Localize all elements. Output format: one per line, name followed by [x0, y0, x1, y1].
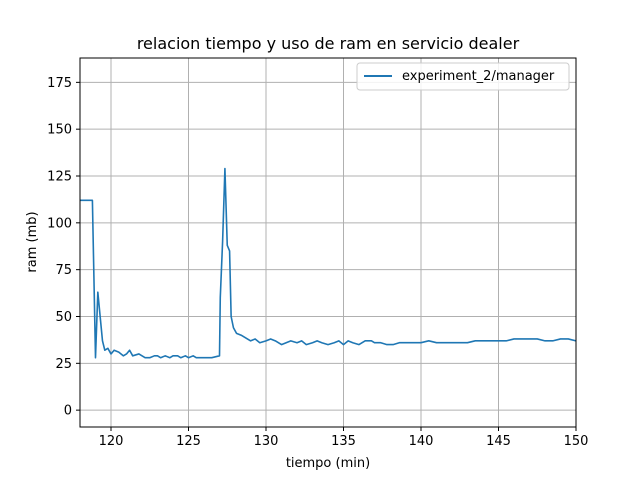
y-tick-label: 0 — [64, 404, 72, 419]
y-tick-label: 25 — [55, 357, 72, 372]
x-tick-label: 140 — [409, 434, 434, 449]
y-tick-label: 50 — [55, 310, 72, 325]
grid — [80, 58, 577, 427]
legend-box — [356, 62, 570, 91]
chart-title: relacion tiempo y uso de ram en servicio… — [137, 34, 520, 53]
legend-label: experiment_2/manager — [402, 69, 555, 84]
x-tick-label: 150 — [564, 434, 589, 449]
y-tick-label: 75 — [55, 263, 72, 278]
y-tick-label: 150 — [47, 123, 72, 138]
x-tick-label: 135 — [331, 434, 356, 449]
x-axis-ticks: 120 125 130 135 140 145 150 — [99, 427, 589, 449]
x-tick-label: 120 — [99, 434, 124, 449]
x-tick-label: 125 — [176, 434, 201, 449]
y-axis-label: ram (mb) — [25, 211, 40, 272]
x-tick-label: 145 — [486, 434, 511, 449]
y-tick-label: 100 — [47, 216, 72, 231]
series-line — [80, 167, 577, 359]
x-axis-label: tiempo (min) — [286, 456, 370, 471]
y-tick-label: 175 — [47, 76, 72, 91]
legend: experiment_2/manager — [356, 62, 570, 91]
y-axis-ticks: 0 25 50 75 100 125 150 175 — [47, 76, 80, 419]
y-tick-label: 125 — [47, 170, 72, 185]
x-tick-label: 130 — [254, 434, 279, 449]
plot-frame — [79, 57, 577, 428]
series-layer — [80, 167, 577, 359]
